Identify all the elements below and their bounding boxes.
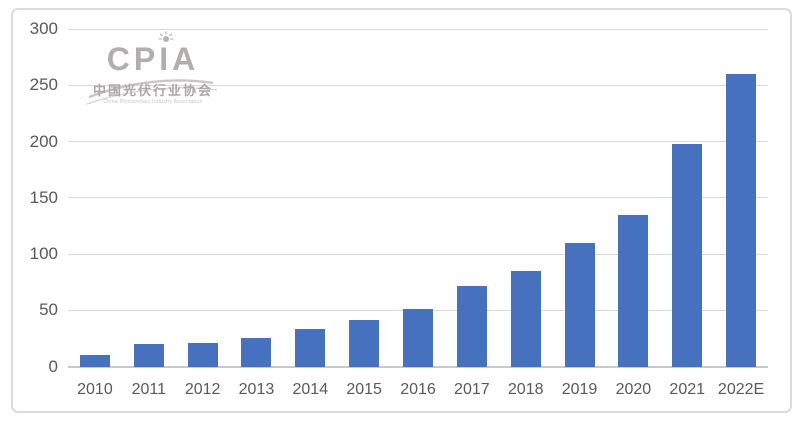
bar-2019 <box>564 242 595 367</box>
x-axis-tick-label: 2013 <box>238 381 275 398</box>
bar-2017 <box>456 285 487 367</box>
bar-2011 <box>133 344 164 367</box>
x-axis-tick-label: 2018 <box>507 381 544 398</box>
y-axis-tick-label: 0 <box>48 356 58 376</box>
gridline <box>68 28 768 30</box>
gridline <box>68 197 768 199</box>
gridline <box>68 141 768 142</box>
x-axis-tick-label: 2016 <box>400 381 436 398</box>
x-axis-tick-label: 2012 <box>184 381 221 398</box>
bar-2016 <box>403 309 433 367</box>
y-axis-tick-label: 300 <box>29 19 58 38</box>
bar-2010 <box>79 355 110 367</box>
bar-2012 <box>187 342 218 367</box>
y-axis-tick-label: 200 <box>29 131 58 151</box>
bar-2022E <box>726 74 757 367</box>
x-axis-tick-label: 2021 <box>669 381 706 398</box>
y-axis-tick-label: 150 <box>29 187 58 207</box>
bar-2014 <box>295 329 326 367</box>
x-axis-tick-label: 2015 <box>346 381 382 398</box>
x-axis-tick-label: 2011 <box>131 381 166 398</box>
chart-border-frame <box>11 8 792 413</box>
x-axis-tick-label: 2020 <box>615 381 652 398</box>
x-axis-tick-label: 2017 <box>454 381 490 398</box>
gridline <box>68 84 768 86</box>
x-axis-tick-label: 2010 <box>77 381 113 398</box>
bar-2020 <box>618 214 649 367</box>
x-axis-tick-label: 2014 <box>292 381 329 398</box>
bar-2015 <box>349 320 380 367</box>
bar-2018 <box>510 270 541 367</box>
bar-2021 <box>672 143 703 367</box>
bar-2013 <box>241 338 272 367</box>
x-axis-line <box>68 365 768 368</box>
x-axis-tick-label: 2022E <box>717 381 765 398</box>
y-axis-tick-label: 50 <box>39 300 58 320</box>
gridline <box>68 253 768 255</box>
y-axis-tick-label: 250 <box>29 75 58 95</box>
y-axis-tick-label: 100 <box>29 244 58 263</box>
x-axis-tick-label: 2019 <box>561 381 598 398</box>
